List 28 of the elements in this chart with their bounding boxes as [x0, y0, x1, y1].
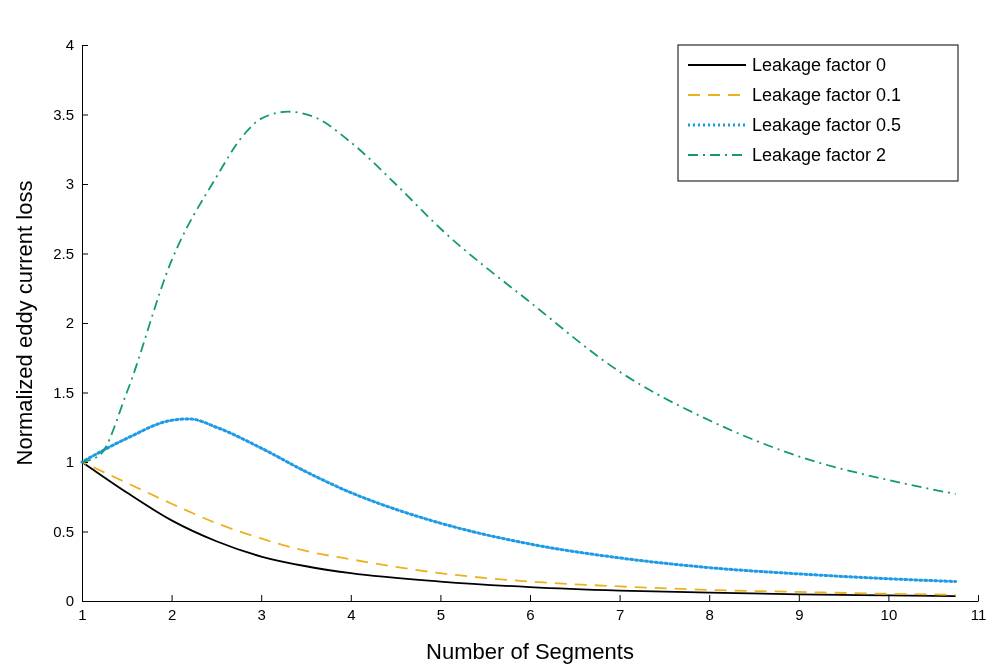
legend-label: Leakage factor 0.1: [752, 85, 902, 105]
y-tick-label: 2: [65, 314, 74, 332]
line-series: [80, 417, 958, 584]
x-tick-label: 9: [795, 605, 804, 623]
y-tick-label: 3: [65, 175, 74, 193]
x-tick-label: 11: [970, 605, 987, 623]
line-series: [81, 110, 957, 495]
x-tick-label: 3: [257, 605, 266, 623]
x-tick-label: 4: [347, 605, 356, 623]
legend-label: Leakage factor 0: [752, 55, 887, 75]
x-tick-label: 8: [705, 605, 714, 623]
y-tick-label: 0.5: [53, 522, 74, 540]
x-tick-label: 5: [436, 605, 446, 623]
x-axis-title: Number of Segments: [426, 639, 634, 664]
y-tick-label: 1.5: [53, 383, 74, 401]
legend-label: Leakage factor 2: [752, 145, 887, 165]
y-tick-label: 4: [65, 36, 74, 54]
legend-label: Leakage factor 0.5: [752, 115, 902, 135]
y-axis-title: Normalized eddy current loss: [12, 180, 37, 466]
x-tick-label: 10: [880, 605, 898, 623]
x-tick-label: 7: [615, 605, 625, 623]
x-tick-label: 1: [78, 605, 87, 623]
y-tick-label: 1: [65, 453, 74, 471]
y-tick-label: 0: [65, 592, 74, 610]
y-tick-label: 3.5: [53, 105, 74, 123]
x-tick-label: 6: [526, 605, 535, 623]
y-tick-label: 2.5: [53, 244, 74, 262]
x-tick-label: 2: [167, 605, 177, 623]
